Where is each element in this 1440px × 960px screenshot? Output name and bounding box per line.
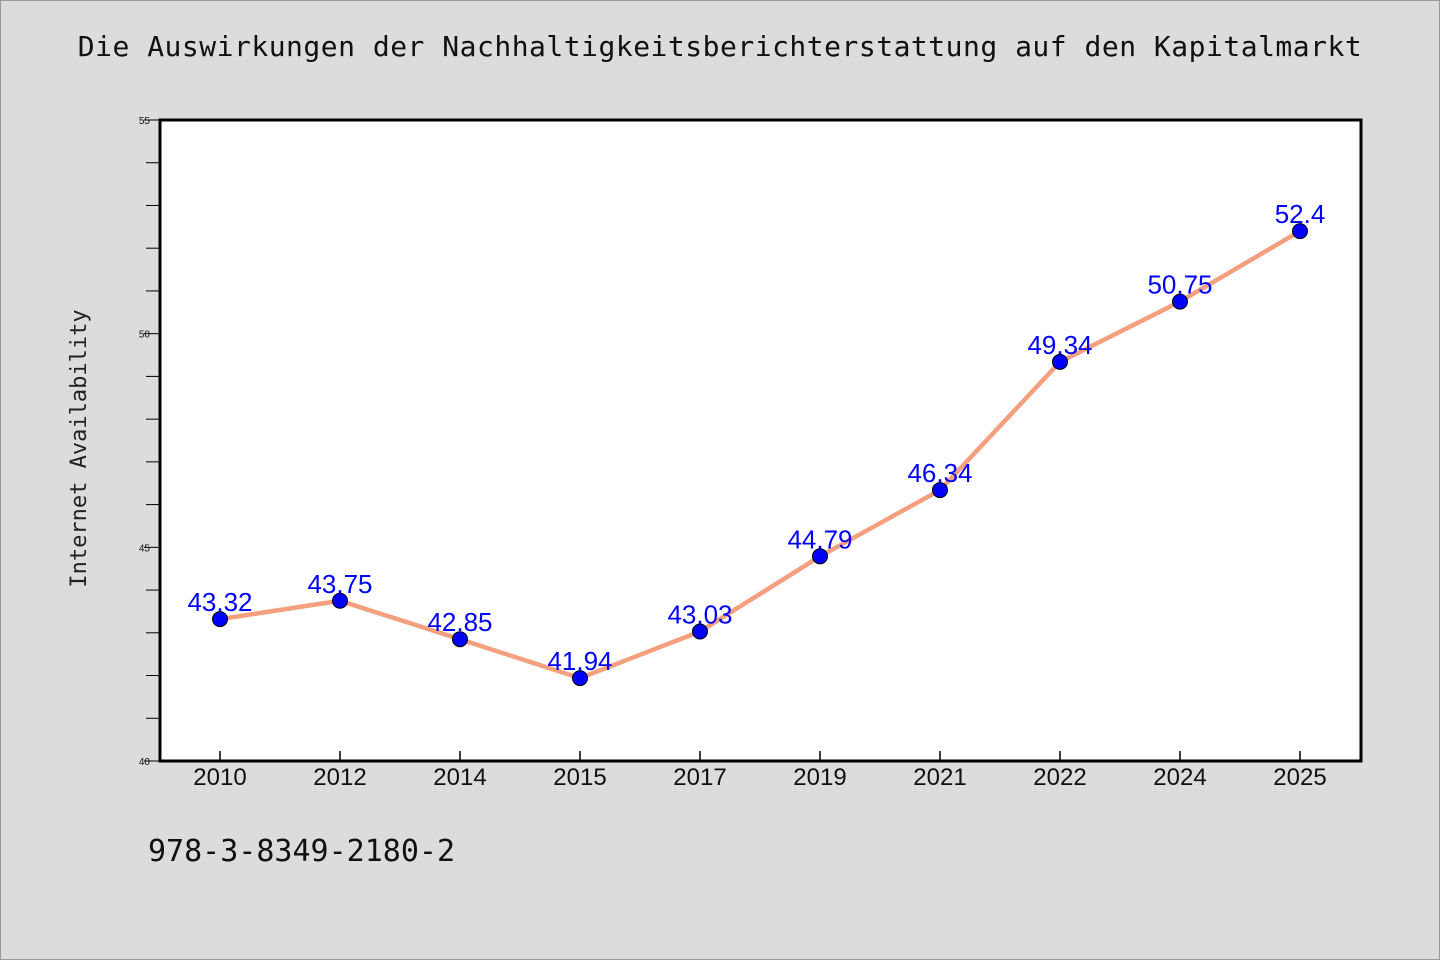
x-tick-label: 2024 bbox=[1153, 764, 1206, 791]
x-tick-label: 2010 bbox=[193, 764, 246, 791]
footer-isbn: 978-3-8349-2180-2 bbox=[148, 834, 456, 869]
x-tick-label: 2017 bbox=[673, 764, 726, 791]
plot-area bbox=[158, 118, 1363, 763]
series-line bbox=[219, 229, 1302, 681]
x-axis: 2010 2012 2014 2015 2017 2019 2021 2022 2024 2025 bbox=[193, 751, 1327, 791]
data-label: 50.75 bbox=[1147, 270, 1212, 300]
y-tick-label: 55 bbox=[139, 116, 151, 127]
data-point bbox=[572, 670, 588, 687]
y-tick-label: 45 bbox=[139, 543, 151, 554]
x-tick-label: 2012 bbox=[313, 764, 366, 791]
y-axis-title: Internet Availability bbox=[67, 309, 92, 587]
x-tick-label: 2022 bbox=[1033, 764, 1086, 791]
data-label: 46.34 bbox=[907, 458, 972, 488]
x-tick-label: 2021 bbox=[913, 764, 966, 791]
data-point bbox=[812, 548, 828, 565]
data-label: 42.85 bbox=[427, 607, 492, 637]
x-tick-label: 2025 bbox=[1273, 764, 1326, 791]
data-label: 49.34 bbox=[1027, 330, 1092, 360]
data-point bbox=[1292, 223, 1308, 240]
data-label: 43.32 bbox=[187, 587, 252, 617]
chart-title: Die Auswirkungen der Nachhaltigkeitsberi… bbox=[77, 30, 1363, 63]
data-point bbox=[332, 592, 348, 609]
data-points bbox=[212, 223, 1308, 687]
y-tick-label: 40 bbox=[139, 757, 151, 768]
data-labels: 43.32 43.75 42.85 41.94 43.03 44.79 46.34 49.34… bbox=[187, 199, 1325, 676]
x-tick-label: 2019 bbox=[793, 764, 846, 791]
data-point bbox=[1052, 353, 1068, 370]
data-point bbox=[452, 631, 468, 648]
y-axis: 40 45 50 55 bbox=[139, 116, 160, 768]
y-tick-label: 50 bbox=[139, 330, 151, 341]
data-label: 52.4 bbox=[1275, 199, 1326, 229]
data-point bbox=[212, 611, 228, 628]
data-label: 41.94 bbox=[547, 646, 612, 676]
data-point bbox=[932, 482, 948, 499]
data-point bbox=[1172, 293, 1188, 310]
x-tick-label: 2015 bbox=[553, 764, 606, 791]
data-label: 43.03 bbox=[667, 600, 732, 630]
data-label: 43.75 bbox=[307, 569, 372, 599]
data-point bbox=[692, 623, 708, 640]
x-tick-label: 2014 bbox=[433, 764, 486, 791]
data-label: 44.79 bbox=[787, 524, 852, 554]
